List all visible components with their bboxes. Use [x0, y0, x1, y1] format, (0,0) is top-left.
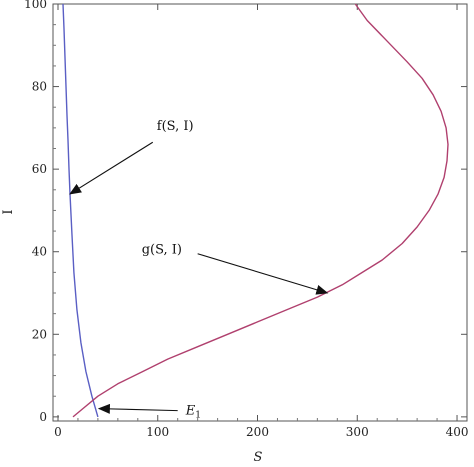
annotation-arrow-2	[97, 403, 178, 414]
x-tick-label-4: 400	[446, 425, 469, 439]
annotation-arrow-1	[197, 253, 329, 295]
y-tick-label-0: 0	[39, 410, 47, 424]
x-tick-label-0: 0	[54, 425, 62, 439]
y-tick-label-3: 60	[32, 162, 47, 176]
plot-frame	[52, 3, 468, 422]
series-group	[62, 3, 449, 418]
y-tick-label-2: 40	[32, 245, 47, 259]
annotation-label-1: g(S, I)	[142, 243, 182, 258]
series-line-1	[72, 3, 449, 418]
annotations-group: f(S, I) g(S, I) E1	[69, 119, 329, 421]
annotation-label-2: E1	[185, 404, 201, 421]
x-tick-label-3: 300	[346, 425, 369, 439]
y-tick-label-1: 20	[32, 327, 47, 341]
x-axis-label: S	[254, 450, 263, 465]
annotation-label-0: f(S, I)	[157, 119, 194, 134]
x-tick-label-1: 100	[146, 425, 169, 439]
x-tick-label-2: 200	[246, 425, 269, 439]
annotation-arrow-0	[69, 141, 154, 195]
ticks: 0 100 200 300 400 0 20 40 60 80 100	[24, 0, 468, 439]
y-tick-label-5: 100	[24, 0, 47, 11]
series-line-0	[62, 3, 99, 418]
y-axis-label: I	[1, 209, 16, 214]
y-tick-label-4: 80	[32, 80, 47, 94]
